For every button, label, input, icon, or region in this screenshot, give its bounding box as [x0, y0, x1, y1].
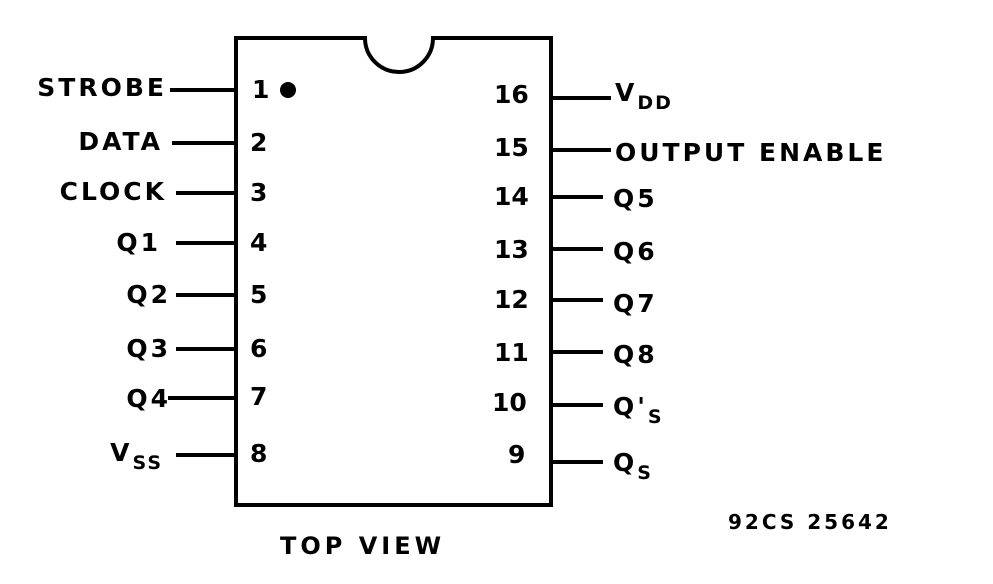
pin-number-2: 2 — [250, 128, 268, 157]
pin-number-13: 13 — [494, 235, 529, 264]
pin-number-12: 12 — [494, 285, 529, 314]
pin-number-15: 15 — [494, 133, 529, 162]
ic-body — [234, 36, 553, 507]
pin-number-3: 3 — [250, 178, 268, 207]
pin-number-14: 14 — [494, 182, 529, 211]
pin-number-1: 1 — [252, 75, 270, 104]
pin-label-1: STROBE — [37, 73, 167, 102]
pin-label-15: OUTPUT ENABLE — [615, 138, 887, 167]
pin-label-3: CLOCK — [59, 177, 167, 206]
pin-number-5: 5 — [250, 280, 268, 309]
pin-number-4: 4 — [250, 228, 268, 257]
pin-number-10: 10 — [492, 388, 527, 417]
view-label: TOP VIEW — [280, 532, 446, 560]
pin-number-6: 6 — [250, 334, 268, 363]
pin-number-7: 7 — [250, 382, 268, 411]
pin-label-4: Q1 — [116, 228, 161, 257]
pin-label-13: Q6 — [613, 237, 658, 266]
pin-label-10: Q'S — [613, 392, 664, 428]
pin-label-14: Q5 — [613, 184, 658, 213]
pin-label-2: DATA — [78, 127, 163, 156]
pin-label-11: Q8 — [613, 340, 658, 369]
pin-label-6: Q3 — [126, 334, 171, 363]
pin-number-11: 11 — [494, 338, 529, 367]
pin-label-8: VSS — [110, 438, 163, 474]
pin-label-16: VDD — [615, 78, 673, 114]
pin1-indicator-dot — [280, 82, 296, 98]
pin-number-16: 16 — [494, 80, 529, 109]
drawing-number: 92CS 25642 — [728, 510, 892, 534]
pin-number-9: 9 — [508, 440, 526, 469]
pin-label-5: Q2 — [126, 280, 171, 309]
pin-label-9: QS — [613, 448, 653, 484]
pin-label-12: Q7 — [613, 289, 658, 318]
pin-number-8: 8 — [250, 439, 268, 468]
pin-label-7: Q4 — [126, 384, 171, 413]
